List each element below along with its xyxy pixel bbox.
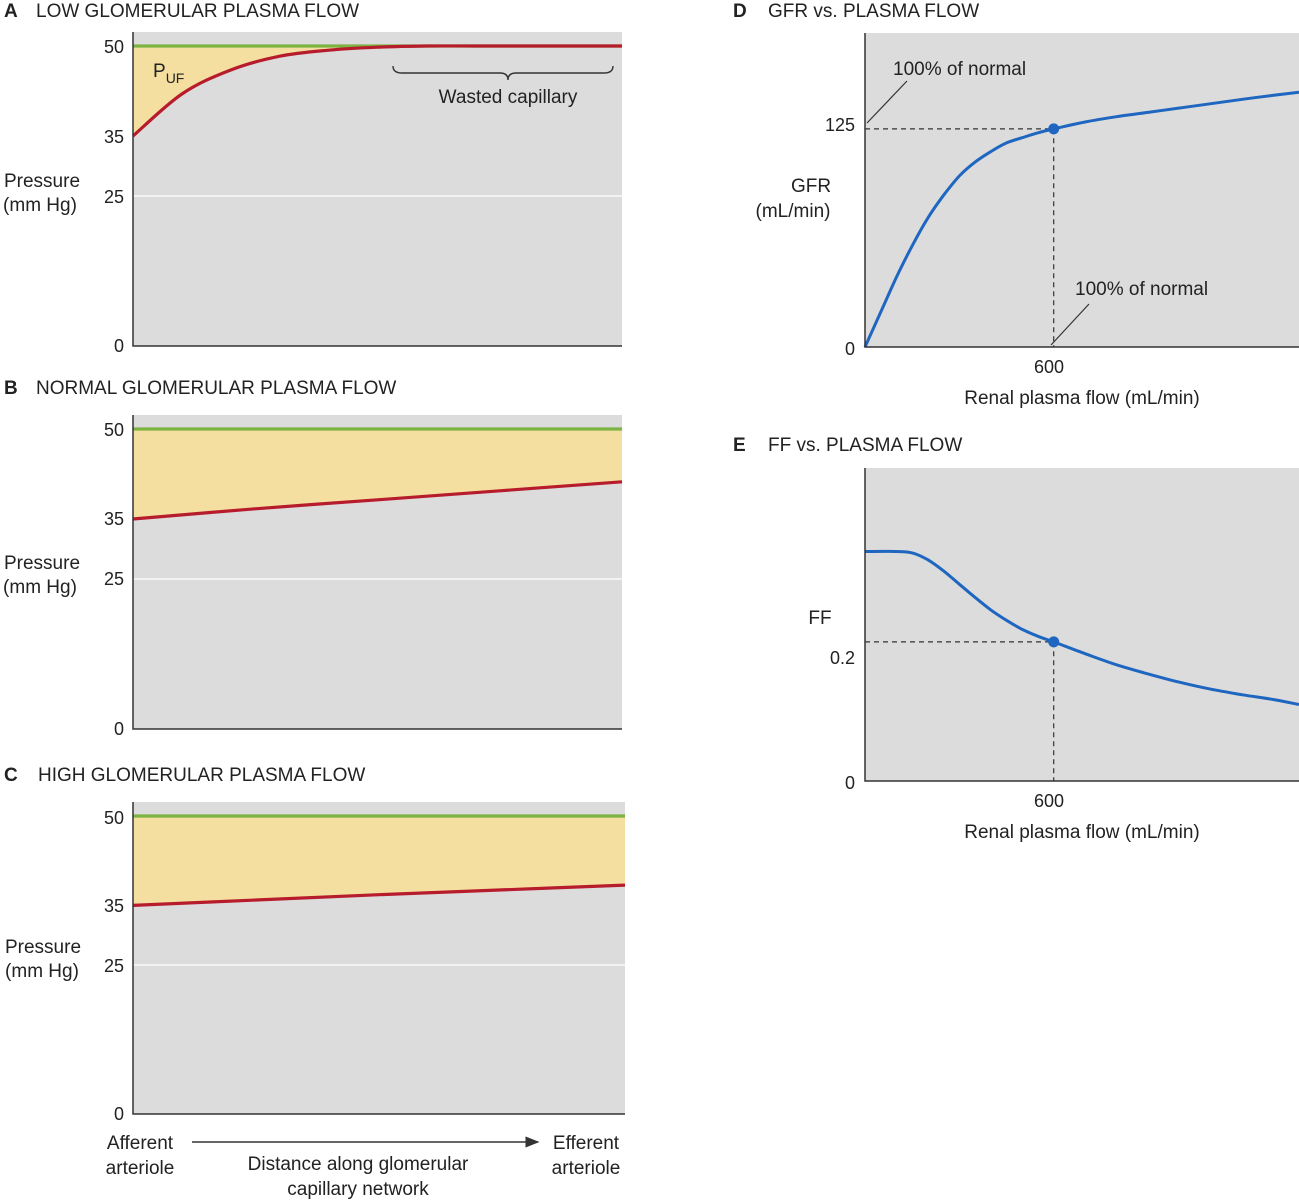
panel-title-a: LOW GLOMERULAR PLASMA FLOW — [36, 1, 359, 22]
axes-c — [132, 802, 625, 1115]
efferent-label-1: Efferent — [553, 1133, 620, 1154]
afferent-label-1: Afferent — [107, 1133, 174, 1154]
tick-35-a: 35 — [104, 127, 124, 147]
distance-label-2: capillary network — [287, 1179, 429, 1200]
panel-c: C HIGH GLOMERULAR PLASMA FLOW 50 35 25 0… — [4, 765, 626, 1200]
tick-0-a: 0 — [114, 336, 124, 356]
tick-125-d: 125 — [825, 115, 855, 135]
ylabel-unit-b: (mm Hg) — [3, 577, 77, 598]
panel-letter-e: E — [733, 435, 746, 456]
gfr-curve — [863, 90, 1299, 348]
plot-bg-e — [865, 468, 1299, 781]
xlabel-d: Renal plasma flow (mL/min) — [964, 388, 1199, 409]
leader-bottom — [1050, 303, 1090, 346]
plot-bg-d — [865, 33, 1299, 347]
panel-title-e: FF vs. PLASMA FLOW — [768, 435, 962, 456]
ff-curve — [864, 549, 1299, 706]
hydrostatic-line-a — [131, 44, 622, 138]
ylabel-unit-c: (mm Hg) — [5, 961, 79, 982]
efferent-label-2: arteriole — [552, 1158, 621, 1179]
ylabel-pressure-a: Pressure — [4, 171, 80, 192]
ylabel-gfr: GFR — [791, 176, 831, 197]
tick-0-b: 0 — [114, 719, 124, 739]
panel-title-d: GFR vs. PLASMA FLOW — [768, 1, 979, 22]
afferent-label-2: arteriole — [106, 1158, 175, 1179]
wasted-capillary-label: Wasted capillary — [439, 87, 578, 108]
puf-main: P — [153, 61, 166, 82]
tick-600-d: 600 — [1034, 357, 1064, 377]
panel-title-b: NORMAL GLOMERULAR PLASMA FLOW — [36, 378, 396, 399]
panel-letter-b: B — [4, 378, 18, 399]
wasted-brace — [392, 65, 614, 81]
tick-25-a: 25 — [104, 187, 124, 207]
ylabel-pressure-b: Pressure — [4, 553, 80, 574]
panel-a: A LOW GLOMERULAR PLASMA FLOW 50 35 25 0 … — [3, 1, 622, 356]
plot-bg-a — [133, 32, 622, 346]
xlabel-e: Renal plasma flow (mL/min) — [964, 822, 1199, 843]
tick-0.2-e: 0.2 — [830, 648, 855, 668]
hydrostatic-line-c — [132, 883, 626, 907]
axes-d — [864, 33, 1299, 348]
tick-25-c: 25 — [104, 956, 124, 976]
normal-point-e — [1048, 636, 1060, 648]
panel-letter-c: C — [4, 765, 18, 786]
ylabel-ff: FF — [808, 608, 831, 629]
panel-letter-a: A — [4, 1, 18, 22]
tick-25-b: 25 — [104, 569, 124, 589]
tick-0-e: 0 — [845, 773, 855, 793]
puf-label: PUF — [153, 61, 184, 86]
reference-lines-d — [865, 128, 1055, 347]
distance-label-1: Distance along glomerular — [248, 1154, 469, 1175]
tick-600-e: 600 — [1034, 791, 1064, 811]
tick-0-c: 0 — [114, 1104, 124, 1124]
puf-sub: UF — [166, 70, 185, 86]
panel-d: D GFR vs. PLASMA FLOW 125 0 600 GFR (mL/… — [733, 1, 1299, 409]
tick-50-b: 50 — [104, 420, 124, 440]
puf-area-c — [133, 816, 625, 906]
panel-e: E FF vs. PLASMA FLOW 0.2 0 600 FF Renal … — [733, 435, 1299, 843]
panel-letter-d: D — [733, 1, 747, 22]
tick-35-b: 35 — [104, 509, 124, 529]
normal-point-d — [1048, 123, 1060, 135]
axes-e — [864, 468, 1299, 782]
hundred-normal-bottom: 100% of normal — [1075, 279, 1208, 300]
puf-area-a — [133, 45, 622, 136]
tick-35-c: 35 — [104, 896, 124, 916]
axes-a — [132, 32, 622, 347]
tick-0-d: 0 — [845, 339, 855, 359]
ylabel-unit-a: (mm Hg) — [3, 195, 77, 216]
reference-lines-e — [865, 641, 1055, 781]
ylabel-gfr-unit: (mL/min) — [756, 201, 831, 222]
panel-title-c: HIGH GLOMERULAR PLASMA FLOW — [38, 765, 365, 786]
puf-area-b — [133, 429, 622, 519]
ylabel-pressure-c: Pressure — [5, 937, 81, 958]
hydrostatic-line-b — [132, 480, 623, 521]
axes-b — [132, 415, 622, 730]
leader-top — [866, 80, 908, 124]
hundred-normal-top: 100% of normal — [893, 59, 1026, 80]
tick-50-a: 50 — [104, 37, 124, 57]
tick-50-c: 50 — [104, 808, 124, 828]
panel-b: B NORMAL GLOMERULAR PLASMA FLOW 50 35 25… — [3, 378, 623, 739]
